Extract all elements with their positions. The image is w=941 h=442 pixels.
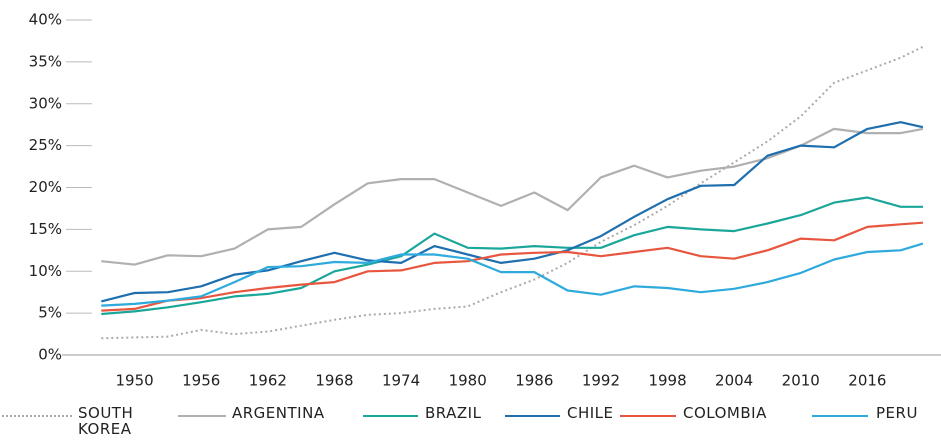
x-tick-label: 1968 [315,372,353,390]
legend-swatch [812,415,868,417]
y-tick-label: 25% [29,136,62,154]
y-tick-label: 15% [29,220,62,238]
x-tick-label: 1962 [249,372,287,390]
legend-swatch [363,415,418,417]
y-tick-label: 35% [29,52,62,70]
legend-swatch [2,415,72,417]
series-line [101,127,924,266]
legend-label: CHILE [567,404,614,422]
y-tick-label: 30% [29,94,62,112]
series-line [101,221,923,312]
series-line [101,242,924,307]
legend-label: BRAZIL [425,404,482,422]
legend-label: PERU [876,404,918,422]
y-tick-label: 40% [29,11,62,29]
x-tick-label: 1992 [582,372,620,390]
y-tick-label: 10% [29,262,62,280]
series-line [101,121,924,303]
x-tick-label: 1986 [515,372,553,390]
y-tick-label: 0% [38,346,62,364]
x-tick-label: 2010 [782,372,820,390]
legend-swatch [178,415,226,417]
y-tick-label: 5% [38,304,62,322]
y-tick-label: 20% [29,178,62,196]
x-tick-label: 1980 [449,372,487,390]
x-tick-label: 1998 [648,372,686,390]
legend-label: ARGENTINA [232,404,325,422]
legend-label: SOUTH KOREA [78,404,134,438]
x-tick-label: 1950 [116,372,154,390]
x-tick-label: 1956 [182,372,220,390]
series-line [101,196,923,316]
x-tick-label: 1974 [382,372,420,390]
legend-swatch [620,415,676,417]
chart: 0% 5% 10% 15% 20% 25% 30% 35% 40% 1950 1956 1962 196… [29,11,941,390]
x-tick-label: 2016 [848,372,886,390]
legend-swatch [505,415,560,417]
legend-label: COLOMBIA [683,404,767,422]
x-tick-label: 2004 [715,372,753,390]
